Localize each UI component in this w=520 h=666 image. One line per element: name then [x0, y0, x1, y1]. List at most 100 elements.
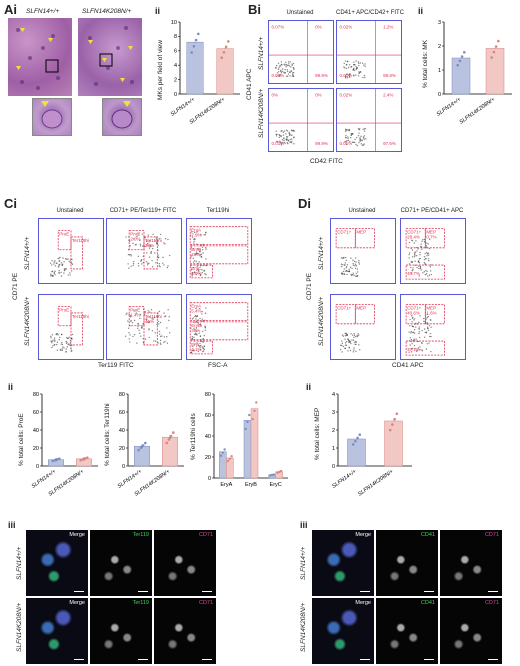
- event-dot: [153, 340, 155, 342]
- event-dot: [50, 273, 52, 275]
- data-point: [356, 436, 359, 440]
- event-dot: [422, 272, 424, 274]
- event-dot: [356, 271, 359, 273]
- event-dot: [345, 140, 347, 143]
- gate-label: EryA: [191, 228, 201, 233]
- gate-label: CD71+: [337, 230, 352, 235]
- data-point: [277, 470, 281, 474]
- event-dot: [275, 64, 278, 67]
- data-point: [497, 39, 500, 43]
- event-dot: [347, 139, 350, 142]
- gate-ter: [143, 312, 158, 346]
- event-dot: [141, 233, 144, 235]
- event-dot: [133, 319, 136, 322]
- event-dot: [411, 325, 413, 327]
- event-dot: [344, 347, 346, 350]
- event-dot: [425, 332, 428, 334]
- event-dot: [343, 257, 345, 259]
- event-dot: [340, 263, 343, 265]
- event-dot: [413, 332, 416, 334]
- if-channel-label: Ter119: [132, 600, 149, 606]
- panel-label-Dii: ii: [306, 382, 312, 392]
- data-point: [86, 456, 89, 459]
- event-dot: [355, 257, 357, 259]
- event-dot: [408, 263, 411, 265]
- event-dot: [51, 334, 54, 336]
- C-wt-stained: ProE 2.0% Ter119hi 38%: [106, 218, 182, 284]
- event-dot: [139, 335, 142, 337]
- data-point: [141, 444, 145, 447]
- event-dot: [158, 265, 160, 267]
- event-dot: [53, 263, 55, 265]
- event-dot: [364, 76, 366, 79]
- IF-D-mut-cd71: CD71: [440, 598, 502, 664]
- event-dot: [190, 246, 193, 249]
- event-dot: [204, 272, 206, 275]
- gate-value: 38%: [145, 243, 154, 248]
- event-dot: [148, 336, 150, 339]
- event-dot: [284, 69, 286, 71]
- event-dot: [355, 265, 358, 267]
- event-dot: [53, 271, 55, 274]
- event-dot: [420, 269, 422, 271]
- IF-C-wt-cd71: CD71: [154, 530, 216, 596]
- data-point: [395, 412, 399, 416]
- event-dot: [66, 346, 68, 348]
- event-dot: [351, 267, 353, 270]
- event-dot: [286, 137, 288, 140]
- event-dot: [128, 254, 131, 256]
- y-tick-label: 40: [205, 434, 211, 440]
- event-dot: [159, 321, 162, 324]
- event-dot: [154, 239, 156, 242]
- if-channel-label: CD71: [484, 532, 499, 538]
- if-channel-label: CD41: [420, 532, 435, 538]
- data-point: [228, 457, 232, 460]
- x-tick-label: SLFN14K208N/+: [357, 468, 395, 497]
- event-dot: [413, 329, 416, 331]
- event-dot: [160, 233, 162, 236]
- event-dot: [288, 134, 291, 137]
- bar: [186, 41, 204, 95]
- event-dot: [129, 341, 131, 343]
- event-dot: [286, 70, 289, 73]
- event-dot: [362, 76, 364, 79]
- gate-value: 47%: [191, 252, 200, 257]
- event-dot: [68, 343, 70, 345]
- event-dot: [424, 273, 427, 276]
- data-point: [276, 471, 279, 474]
- event-dot: [353, 67, 355, 70]
- event-dot: [145, 261, 148, 263]
- event-dot: [413, 319, 415, 321]
- event-dot: [155, 236, 158, 238]
- gate-value: 40.6%: [407, 311, 420, 316]
- event-dot: [164, 243, 166, 245]
- event-dot: [427, 259, 430, 262]
- event-dot: [200, 274, 202, 276]
- event-dot: [204, 326, 206, 328]
- gate-label: EryA: [191, 304, 201, 309]
- event-dot: [412, 316, 414, 319]
- event-dot: [347, 136, 349, 138]
- event-dot: [199, 248, 201, 251]
- event-dot: [291, 130, 293, 132]
- event-dot: [342, 335, 345, 337]
- data-point: [79, 458, 82, 462]
- event-dot: [427, 258, 430, 260]
- event-dot: [280, 70, 282, 73]
- event-dot: [349, 137, 352, 139]
- event-dot: [201, 269, 203, 271]
- data-point: [456, 63, 459, 67]
- IF-C-row-wt: SLFN14+/+: [16, 546, 23, 580]
- event-dot: [136, 236, 138, 238]
- event-dot: [416, 266, 418, 269]
- D-wt-unstained: CD71+ MEP: [330, 218, 396, 284]
- event-dot: [347, 350, 349, 352]
- event-dot: [350, 66, 352, 68]
- event-dot: [408, 241, 411, 244]
- event-dot: [343, 273, 345, 275]
- event-dot: [163, 264, 165, 266]
- data-point: [490, 56, 493, 59]
- event-dot: [411, 272, 413, 274]
